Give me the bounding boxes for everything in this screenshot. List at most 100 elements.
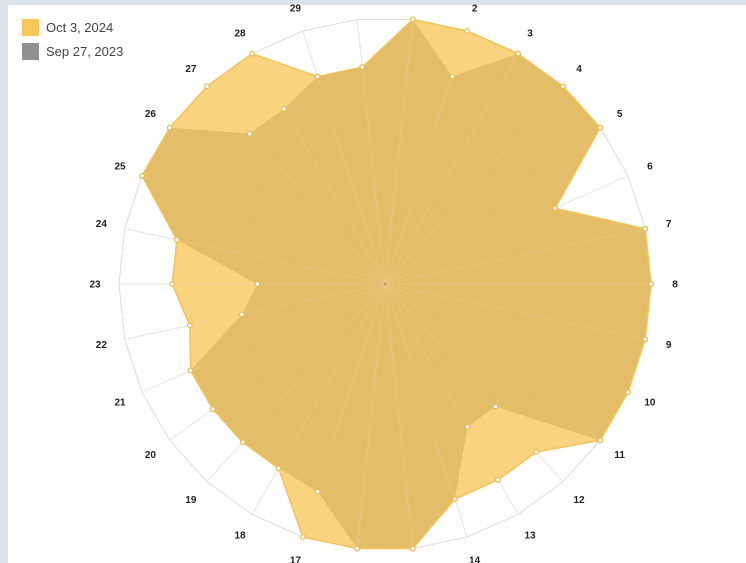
data-point — [204, 83, 210, 90]
grid-spoke-overlay — [169, 283, 386, 441]
category-tick-label: 10 — [644, 397, 656, 408]
grid-spoke-overlay — [356, 19, 386, 285]
category-tick-label: 26 — [145, 109, 157, 120]
data-point — [492, 403, 499, 410]
data-point — [166, 124, 173, 131]
data-point — [187, 367, 194, 374]
category-tick-label: 12 — [573, 495, 585, 506]
grid-spoke-overlay — [384, 283, 646, 340]
data-point — [254, 281, 261, 287]
data-point — [560, 83, 566, 90]
grid-spoke-overlay — [384, 283, 629, 393]
category-tick-label: 21 — [115, 397, 127, 408]
category-tick-label: 2 — [472, 4, 478, 15]
data-point — [452, 496, 458, 502]
data-point — [209, 406, 216, 412]
grid-spoke-overlay — [384, 228, 646, 285]
category-tick-label: 25 — [115, 162, 127, 173]
grid-spoke-overlay — [251, 53, 386, 285]
legend: Oct 3, 2024 Sep 27, 2023 — [22, 17, 123, 65]
category-tick-label: 27 — [185, 64, 197, 75]
data-point — [625, 389, 631, 396]
data-point — [246, 130, 253, 137]
category-tick-label: 13 — [524, 531, 536, 542]
data-point — [409, 16, 416, 23]
grid-spoke-overlay — [384, 283, 564, 483]
legend-swatch — [22, 43, 39, 60]
data-point — [515, 50, 521, 57]
category-tick-label: 5 — [617, 109, 623, 120]
data-point — [648, 281, 654, 287]
grid-spoke-overlay — [206, 85, 386, 285]
category-tick-label: 30 — [349, 0, 361, 2]
grid-spoke-overlay — [124, 283, 386, 340]
category-tick-label: 7 — [666, 219, 672, 230]
data-point — [533, 449, 540, 455]
data-point — [187, 322, 193, 329]
grid-spoke-overlay — [384, 283, 601, 441]
data-point — [239, 311, 245, 318]
data-point — [409, 545, 416, 552]
category-tick-label: 8 — [672, 280, 678, 291]
data-point — [597, 437, 604, 444]
grid-spoke-overlay — [384, 85, 564, 285]
data-point — [314, 73, 321, 80]
data-point — [642, 336, 649, 343]
data-point — [281, 106, 287, 112]
data-point — [354, 545, 361, 552]
grid-spoke-overlay — [384, 283, 414, 549]
grid-spoke-overlay — [141, 175, 386, 285]
legend-label: Sep 27, 2023 — [46, 44, 124, 59]
data-point — [174, 236, 180, 243]
grid-spoke-overlay — [384, 127, 601, 285]
data-point — [239, 439, 246, 445]
data-point — [495, 476, 501, 483]
category-tick-label: 14 — [469, 555, 481, 563]
data-point — [139, 172, 145, 179]
grid-spoke-overlay — [141, 283, 386, 393]
radar-center — [383, 282, 387, 286]
data-point — [552, 205, 558, 212]
legend-swatch — [22, 19, 39, 36]
data-point — [597, 124, 604, 131]
category-tick-label: 19 — [185, 495, 197, 506]
legend-label: Oct 3, 2024 — [46, 20, 114, 35]
grid-spoke-overlay — [356, 283, 386, 549]
data-point — [359, 64, 366, 70]
category-tick-label: 6 — [647, 162, 653, 173]
data-point — [464, 28, 471, 34]
grid-spoke-overlay — [302, 283, 386, 538]
grid-spoke-overlay — [169, 127, 386, 285]
data-point — [249, 50, 255, 57]
data-point — [314, 488, 321, 495]
data-point — [275, 465, 282, 472]
category-tick-label: 24 — [96, 219, 108, 230]
grid-spoke-overlay — [384, 283, 468, 538]
grid-spoke-overlay — [124, 228, 386, 285]
grid-spoke-overlay — [384, 283, 519, 515]
category-tick-label: 1 — [413, 0, 419, 2]
category-tick-label: 18 — [234, 531, 246, 542]
grid-spoke-overlay — [302, 30, 386, 285]
data-point — [449, 73, 456, 80]
category-tick-label: 3 — [527, 28, 533, 39]
category-tick-label: 20 — [145, 450, 157, 461]
grid-spoke-overlay — [384, 19, 414, 285]
category-tick-label: 4 — [576, 64, 582, 75]
grid-spoke-overlay — [384, 30, 468, 285]
data-point — [169, 281, 176, 287]
grid-spoke-overlay — [251, 283, 386, 515]
legend-item-sep-27-2023[interactable]: Sep 27, 2023 — [22, 41, 123, 62]
grid-spoke-overlay — [206, 283, 386, 483]
data-point — [299, 534, 306, 540]
category-tick-label: 9 — [666, 340, 672, 351]
category-tick-label: 17 — [290, 555, 302, 563]
category-tick-label: 23 — [89, 280, 101, 291]
data-point — [642, 225, 649, 232]
category-tick-label: 28 — [234, 28, 246, 39]
legend-item-oct-3-2024[interactable]: Oct 3, 2024 — [22, 17, 123, 38]
grid-spoke-overlay — [384, 175, 629, 285]
category-tick-label: 11 — [614, 450, 625, 461]
category-tick-label: 29 — [290, 4, 302, 15]
